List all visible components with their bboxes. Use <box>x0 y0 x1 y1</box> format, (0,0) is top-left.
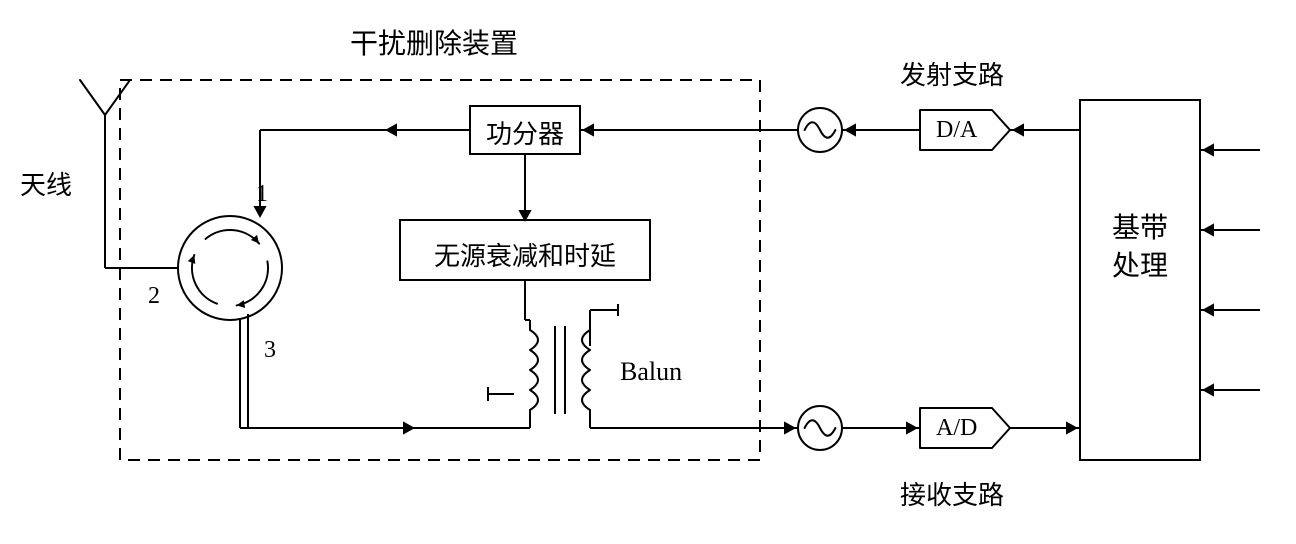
balun-label: Balun <box>620 356 682 387</box>
port2-label: 2 <box>148 282 160 311</box>
baseband-label: 基带 处理 <box>1108 210 1172 286</box>
baseband-l4: 理 <box>1140 251 1168 282</box>
tx-branch-label: 发射支路 <box>900 60 1004 91</box>
splitter-label: 功分器 <box>470 114 580 151</box>
da-label: D/A <box>936 116 977 145</box>
title-label: 干扰删除装置 <box>350 28 518 62</box>
baseband-l1: 基 <box>1112 213 1140 244</box>
baseband-l3: 处 <box>1112 251 1140 282</box>
baseband-l2: 带 <box>1140 213 1168 244</box>
rx-branch-label: 接收支路 <box>900 480 1004 511</box>
antenna-label: 天线 <box>20 170 72 201</box>
attenuator-label: 无源衰减和时延 <box>400 236 650 273</box>
ad-label: A/D <box>936 414 977 443</box>
port3-label: 3 <box>264 336 276 365</box>
port1-label: 1 <box>256 180 268 209</box>
